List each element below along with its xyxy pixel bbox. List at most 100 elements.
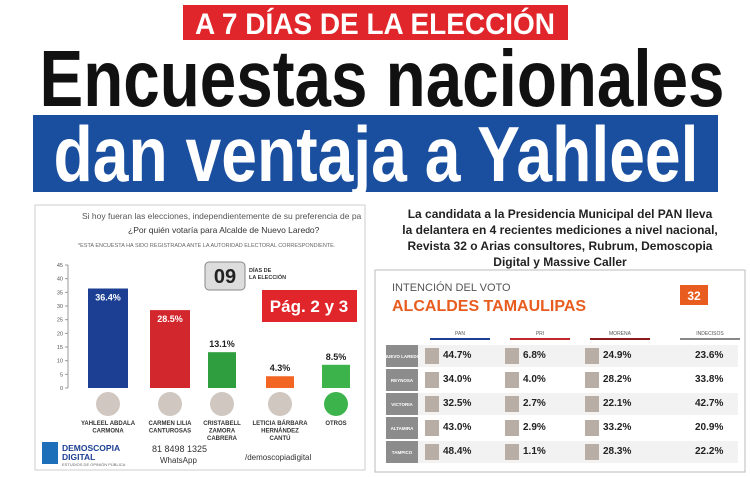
y-tick-label: 15: [57, 345, 63, 351]
bar: [150, 310, 190, 388]
row-band: [386, 345, 738, 367]
badge-box: [680, 285, 708, 305]
brand: DIGITAL: [62, 452, 95, 462]
y-tick-label: 25: [57, 318, 63, 324]
city: VICTORIA: [391, 402, 413, 407]
city-cell: [386, 417, 418, 439]
photo: [585, 372, 599, 388]
headline: dan ventaja a Yahleel: [54, 110, 699, 198]
candidate-name: CANTÚ: [270, 435, 291, 442]
value-label: 8.5%: [326, 352, 347, 362]
phone-label: WhatsApp: [160, 456, 197, 465]
percentage: 42.7%: [695, 398, 723, 409]
photo: [585, 396, 599, 412]
city-cell: [386, 441, 418, 463]
city: ALTAMIRA: [391, 426, 415, 431]
photo: [505, 372, 519, 388]
bar: [322, 364, 350, 388]
percentage: 23.6%: [695, 350, 723, 361]
lede-line: La candidata a la Presidencia Municipal …: [408, 207, 713, 221]
lede: La candidata a la Presidencia Municipal …: [402, 207, 717, 269]
poll-chart: Si hoy fueran las elecciones, independie…: [42, 211, 362, 467]
table-subtitle: ALCALDES TAMAULIPAS: [392, 298, 586, 315]
percentage: 4.0%: [523, 374, 546, 385]
city-cell: [386, 393, 418, 415]
kicker-band: [183, 5, 568, 40]
page-ref-box: [262, 290, 357, 322]
candidate-name: CABRERA: [207, 436, 238, 442]
city: TAMPICO: [392, 450, 413, 455]
percentage: 2.7%: [523, 398, 546, 409]
lede-line: Revista 32 o Arias consultores, Rubrum, …: [408, 239, 713, 253]
photo: [425, 420, 439, 436]
countdown-caption: LA ELECCIÓN: [249, 273, 286, 281]
logo: [42, 442, 58, 464]
bar: [208, 352, 236, 388]
percentage: 28.3%: [603, 446, 631, 457]
candidate-name: CRISTABELL: [203, 421, 241, 427]
lede-line: Digital y Massive Caller: [493, 255, 627, 269]
value-label: 13.1%: [209, 339, 235, 349]
percentage: 34.0%: [443, 374, 471, 385]
bar: [88, 288, 128, 388]
candidate-name: YAHLEEL ABDALA: [81, 421, 136, 427]
photo: [585, 420, 599, 436]
percentage: 20.9%: [695, 422, 723, 433]
kicker: A 7 DÍAS DE LA ELECCIÓN: [195, 7, 555, 41]
row-band: [386, 393, 738, 415]
y-tick-label: 20: [57, 331, 63, 337]
candidate-name: ZAMORA: [209, 429, 236, 435]
column-rule: [680, 338, 740, 340]
column-rule: [590, 338, 650, 340]
intro: Si hoy fueran las elecciones, independie…: [82, 211, 362, 221]
photo: [425, 444, 439, 460]
page-ref: Pág. 2 y 3: [270, 297, 348, 316]
countdown-box: [204, 261, 246, 291]
y-tick-label: 30: [57, 304, 63, 310]
percentage: 33.2%: [603, 422, 631, 433]
percentage: 1.1%: [523, 446, 546, 457]
percentage: 28.2%: [603, 374, 631, 385]
photo: [425, 348, 439, 364]
candidate-name: CANTUROSAS: [149, 429, 191, 435]
badge: 32: [687, 289, 701, 303]
column-header: PAN: [455, 331, 465, 337]
percentage: 44.7%: [443, 350, 471, 361]
percentage: 24.9%: [603, 350, 631, 361]
photo: [505, 348, 519, 364]
poll-table: INTENCIÓN DEL VOTO ALCALDES TAMAULIPAS 32 P…: [384, 281, 740, 463]
city: NUEVO LAREDO: [384, 354, 421, 359]
value-label: 28.5%: [157, 314, 183, 324]
avatar: [210, 392, 234, 416]
city-cell: [386, 345, 418, 367]
percentage: 22.2%: [695, 446, 723, 457]
row-band: [386, 441, 738, 463]
bar: [266, 376, 294, 388]
city: REYNOSA: [391, 378, 414, 383]
percentage: 43.0%: [443, 422, 471, 433]
column-header: MORENA: [609, 331, 632, 337]
percentage: 6.8%: [523, 350, 546, 361]
value-label: 36.4%: [95, 293, 121, 303]
percentage: 22.1%: [603, 398, 631, 409]
candidate-name: LETICIA BÁRBARA: [252, 420, 308, 427]
photo: [425, 372, 439, 388]
candidate-name: HERNÁNDEZ: [261, 428, 299, 435]
y-tick-label: 5: [60, 372, 63, 378]
photo: [505, 420, 519, 436]
avatar: [268, 392, 292, 416]
value-label: 4.3%: [270, 363, 291, 373]
photo: [505, 444, 519, 460]
photo: [505, 396, 519, 412]
row-band: [386, 369, 738, 391]
avatar: [96, 392, 120, 416]
y-tick-label: 45: [57, 263, 63, 269]
percentage: 2.9%: [523, 422, 546, 433]
tagline: ESTUDIOS DE OPINIÓN PÚBLICA: [62, 462, 126, 467]
brand: DEMOSCOPIA: [62, 443, 120, 453]
candidate-name: CARMONA: [92, 429, 124, 435]
candidate-name: CARMEN LILIA: [149, 421, 193, 427]
photo: [585, 444, 599, 460]
percentage: 48.4%: [443, 446, 471, 457]
